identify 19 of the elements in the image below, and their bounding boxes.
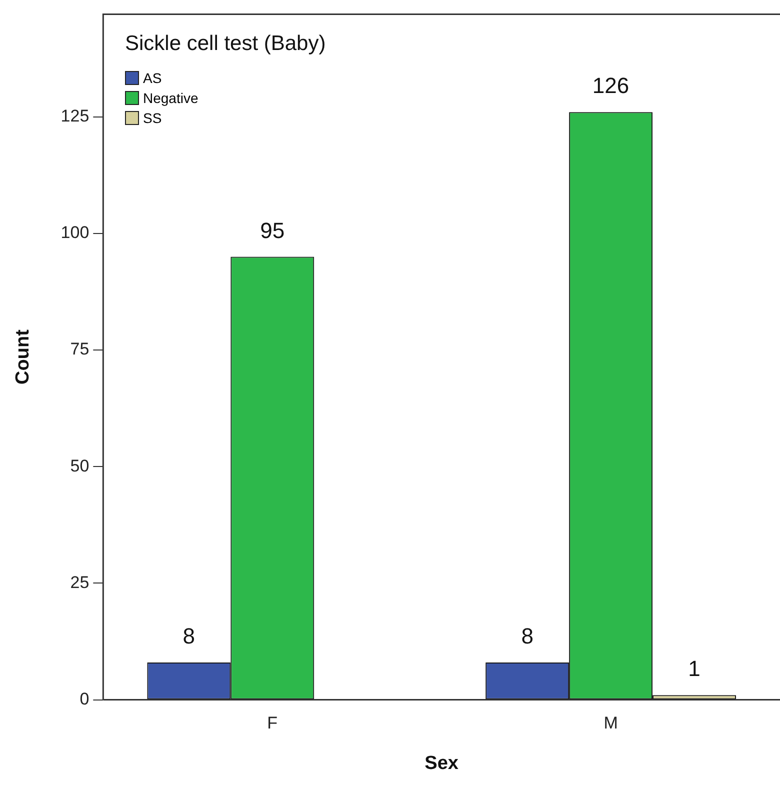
y-tick-label: 25: [70, 572, 90, 592]
x-axis-title: Sex: [424, 752, 459, 774]
data-label: 95: [260, 218, 285, 243]
x-tick-label: M: [604, 714, 618, 733]
y-tick-label: 50: [70, 456, 90, 476]
y-axis-title: Count: [12, 328, 34, 384]
legend-title: Sickle cell test (Baby): [125, 32, 326, 56]
legend-label: SS: [143, 110, 162, 126]
data-label: 8: [521, 624, 534, 649]
legend-label: Negative: [143, 90, 198, 106]
data-label: 126: [592, 73, 630, 98]
legend-label: AS: [143, 70, 162, 86]
y-tick-label: 125: [60, 106, 90, 126]
y-tick-label: 100: [60, 223, 90, 242]
data-label: 1: [688, 656, 700, 682]
x-tick-label: F: [267, 714, 278, 733]
y-tick-label: 75: [70, 340, 90, 359]
data-label: 8: [182, 624, 196, 649]
y-tick-label: 0: [80, 689, 90, 708]
